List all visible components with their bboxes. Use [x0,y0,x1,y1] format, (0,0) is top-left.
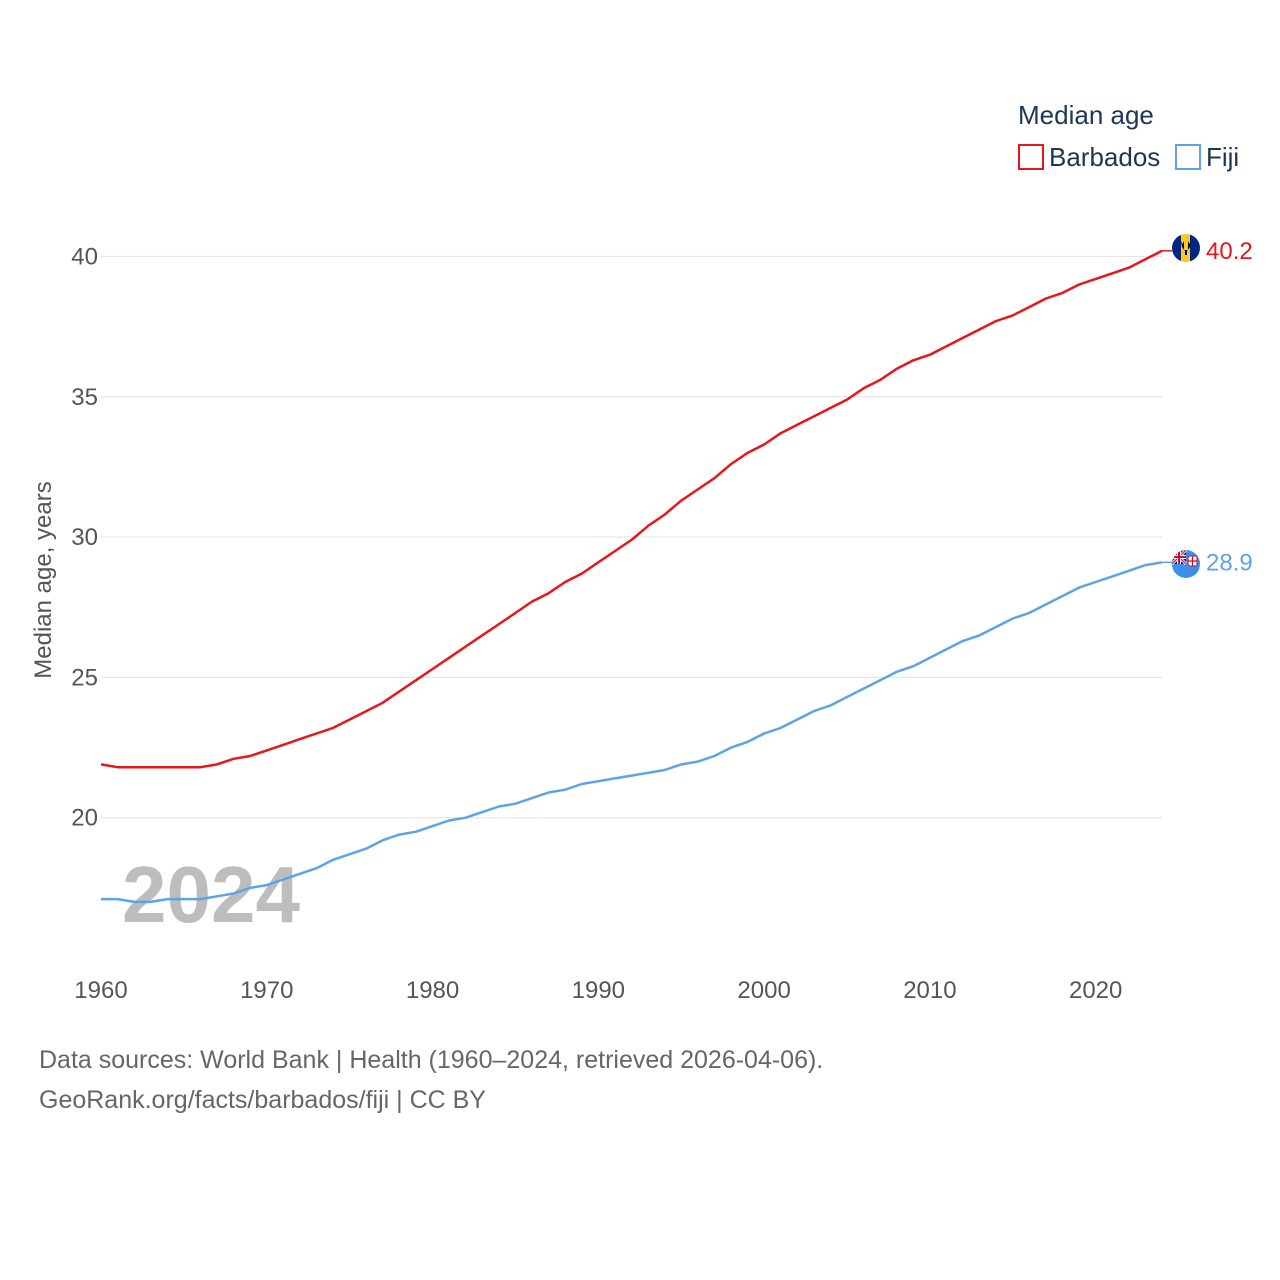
legend-title: Median age [1018,100,1154,130]
fiji-flag-icon [1172,550,1200,578]
data-sources-text: Data sources: World Bank | Health (1960–… [39,1046,824,1074]
y-tick-label: 20 [71,805,98,832]
legend-label-barbados: Barbados [1049,142,1160,172]
y-tick-label: 30 [71,524,98,551]
legend-label-fiji: Fiji [1206,142,1239,172]
grid-lines [101,255,1162,819]
end-value-label-barbados: 40.2 [1206,238,1253,265]
y-tick-label: 35 [71,384,98,411]
y-tick-label: 25 [71,664,98,691]
legend-swatch-fiji [1175,144,1201,170]
x-tick-label: 2000 [737,977,790,1004]
legend-swatch-barbados [1018,144,1044,170]
x-tick-label: 1970 [240,977,293,1004]
y-axis-label: Median age, years [30,481,57,678]
series-lines [100,249,1163,904]
legend: Median age Barbados Fiji [1018,100,1239,172]
series-line-fiji[interactable] [101,561,1163,904]
x-tick-label: 2010 [903,977,956,1004]
series-endpoints: 40.2 28.9 [1162,238,1253,576]
legend-item-barbados[interactable]: Barbados [1018,142,1160,172]
x-tick-label: 1990 [572,977,625,1004]
barbados-flag-icon [1172,234,1200,262]
x-axis-ticks: 1960 1970 1980 1990 2000 2010 2020 [74,977,1122,1004]
legend-item-fiji[interactable]: Fiji [1175,142,1239,172]
x-tick-label: 1980 [406,977,459,1004]
series-line-barbados[interactable] [100,249,1163,769]
y-tick-label: 40 [71,243,98,270]
source-link[interactable]: GeoRank.org/facts/barbados/fiji | CC BY [39,1086,486,1114]
x-tick-label: 1960 [74,977,127,1004]
footer: Data sources: World Bank | Health (1960–… [39,1040,823,1120]
end-value-label-fiji: 28.9 [1206,549,1253,576]
year-watermark: 2024 [122,850,300,939]
x-tick-label: 2020 [1069,977,1122,1004]
y-axis-ticks: 20 25 30 35 40 [71,243,98,831]
